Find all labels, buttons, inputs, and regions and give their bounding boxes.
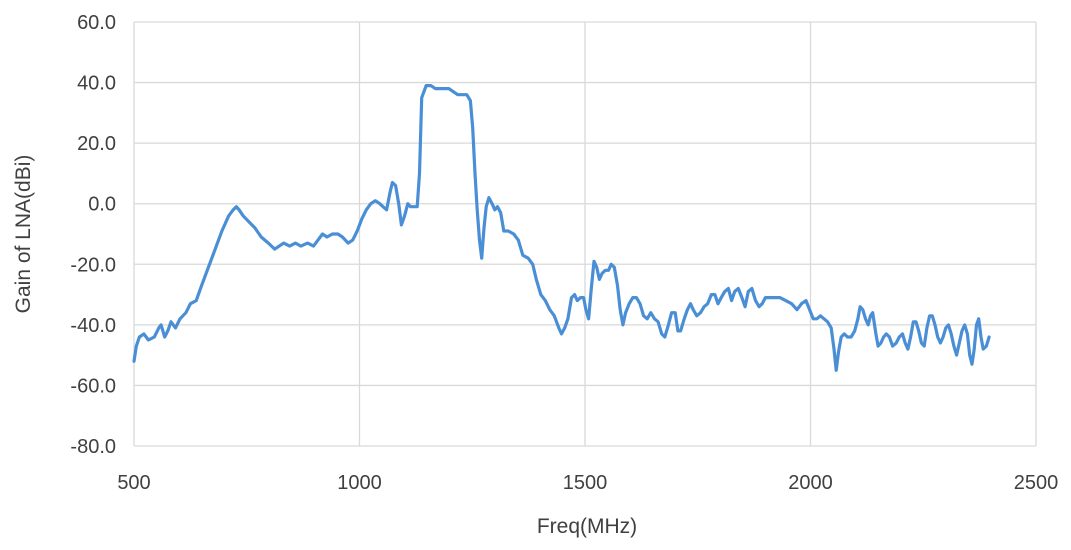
- y-tick-label: 0.0: [88, 194, 116, 216]
- series-layer: [132, 84, 991, 372]
- gridlines: [133, 21, 1037, 447]
- y-tick-label: -60.0: [70, 375, 116, 397]
- x-tick-label: 1000: [337, 472, 382, 494]
- y-tick-label: -80.0: [70, 436, 116, 458]
- x-axis-title: Freq(MHz): [537, 515, 637, 538]
- y-tick-label: -40.0: [70, 315, 116, 337]
- y-tick-label: 60.0: [77, 12, 116, 34]
- series-line-0: [132, 84, 991, 372]
- x-tick-label: 2000: [788, 472, 833, 494]
- y-tick-label: 20.0: [77, 133, 116, 155]
- y-tick-label: -20.0: [70, 254, 116, 276]
- x-tick-label: 2500: [1014, 472, 1059, 494]
- y-axis-title: Gain of LNA(dBi): [12, 155, 35, 314]
- x-tick-label: 500: [117, 472, 150, 494]
- x-tick-label: 1500: [563, 472, 608, 494]
- y-tick-label: 40.0: [77, 73, 116, 95]
